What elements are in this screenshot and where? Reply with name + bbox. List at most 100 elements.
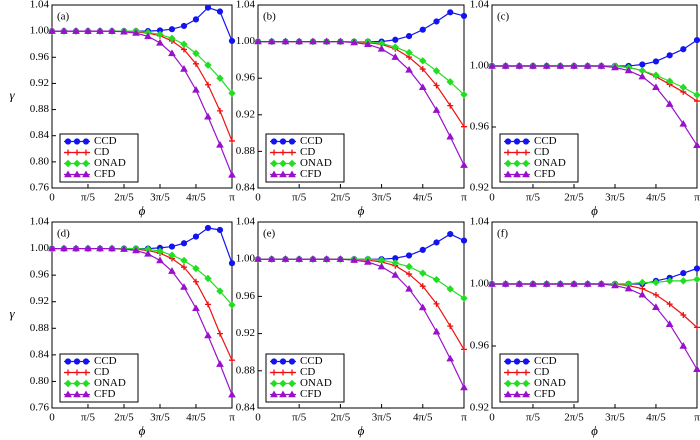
marker [281, 37, 290, 45]
x-axis-label: ϕ [591, 423, 598, 438]
marker [132, 246, 140, 254]
legend-marker [522, 390, 530, 398]
legend-marker [64, 379, 72, 388]
legend-marker [523, 369, 529, 376]
marker [693, 91, 700, 99]
legend-label: ONAD [534, 157, 566, 169]
marker [652, 71, 660, 79]
marker [515, 61, 524, 69]
y-tick-label: 0.88 [236, 145, 256, 157]
legend-marker [65, 369, 71, 376]
marker [180, 65, 188, 72]
marker [132, 29, 140, 36]
legend-marker [74, 369, 80, 376]
legend-marker [513, 138, 521, 145]
legend-marker [513, 170, 521, 178]
marker [391, 271, 400, 278]
legend-marker [65, 149, 71, 156]
y-tick-label: 0.96 [470, 340, 490, 352]
y-tick-label: 1.04 [30, 0, 50, 11]
legend-marker [279, 170, 287, 178]
legend-marker [270, 379, 278, 388]
x-tick-label: π/5 [526, 192, 541, 204]
series-line [492, 283, 698, 370]
marker [556, 61, 565, 69]
plot-frame [491, 221, 698, 409]
legend-marker [270, 358, 278, 365]
legend-label: CFD [94, 388, 115, 400]
marker [192, 278, 199, 285]
legend-label: ONAD [94, 157, 126, 169]
marker [216, 140, 224, 148]
legend-marker [513, 358, 521, 365]
marker [693, 265, 700, 272]
legend-label: CCD [94, 355, 117, 367]
marker [391, 259, 399, 267]
marker [679, 341, 688, 349]
legend-marker [280, 369, 286, 376]
legend-marker [73, 379, 81, 388]
marker [419, 246, 426, 253]
x-axis-label: ϕ [358, 423, 365, 438]
marker [418, 83, 427, 91]
marker [309, 37, 317, 45]
legend-marker [64, 138, 72, 145]
marker [204, 112, 212, 120]
y-tick-label: 1.00 [470, 60, 490, 72]
marker [652, 303, 660, 310]
legend-label: ONAD [300, 157, 332, 169]
series-line [52, 30, 233, 94]
marker [180, 283, 188, 290]
marker [267, 37, 276, 45]
panel: 0 π/5 2π/5 3π/5 4π/5 π 0.92 0.96 1.00 1.04 (c) ϕ CCD… [470, 0, 700, 218]
marker [639, 61, 646, 68]
marker [216, 107, 223, 114]
marker [611, 281, 619, 289]
x-tick-label: 3π/5 [605, 412, 625, 424]
marker [180, 40, 188, 48]
legend-marker [83, 369, 89, 376]
marker [693, 36, 700, 44]
series-line [492, 278, 698, 285]
marker [108, 27, 116, 34]
legend-marker [513, 390, 521, 398]
marker [652, 278, 660, 287]
x-tick-label: 0 [489, 412, 495, 424]
series-line [258, 41, 465, 166]
marker [192, 16, 200, 23]
marker [446, 78, 454, 86]
marker [405, 65, 413, 73]
y-tick-label: 1.04 [470, 0, 490, 11]
marker [652, 291, 659, 298]
legend-marker [73, 138, 81, 145]
marker [377, 44, 386, 52]
panel-label: (c) [497, 11, 510, 23]
panel-label: (a) [57, 11, 70, 23]
marker [216, 74, 224, 82]
marker [679, 119, 688, 127]
marker [433, 82, 440, 89]
marker [168, 267, 176, 274]
y-tick-label: 1.04 [30, 216, 50, 228]
panel: 0 π/5 2π/5 3π/5 4π/5 π 0.84 0.88 0.92 0.96 1.00 1.0… [236, 0, 468, 218]
marker [84, 27, 92, 34]
marker [419, 57, 427, 65]
x-tick-label: 0 [49, 192, 55, 204]
y-tick-label: 0.84 [30, 129, 50, 141]
marker [180, 264, 187, 271]
series-line [258, 258, 465, 299]
y-tick-label: 0.92 [30, 295, 49, 307]
marker [120, 27, 128, 35]
x-tick-label: 3π/5 [605, 192, 625, 204]
marker [666, 52, 673, 59]
marker [228, 37, 236, 45]
legend-marker [270, 159, 278, 168]
marker [168, 26, 176, 33]
marker [281, 255, 290, 262]
legend-marker [74, 149, 80, 156]
legend-label: CD [300, 366, 315, 378]
marker [501, 61, 510, 69]
marker [48, 244, 56, 252]
legend-label: CD [94, 146, 109, 158]
